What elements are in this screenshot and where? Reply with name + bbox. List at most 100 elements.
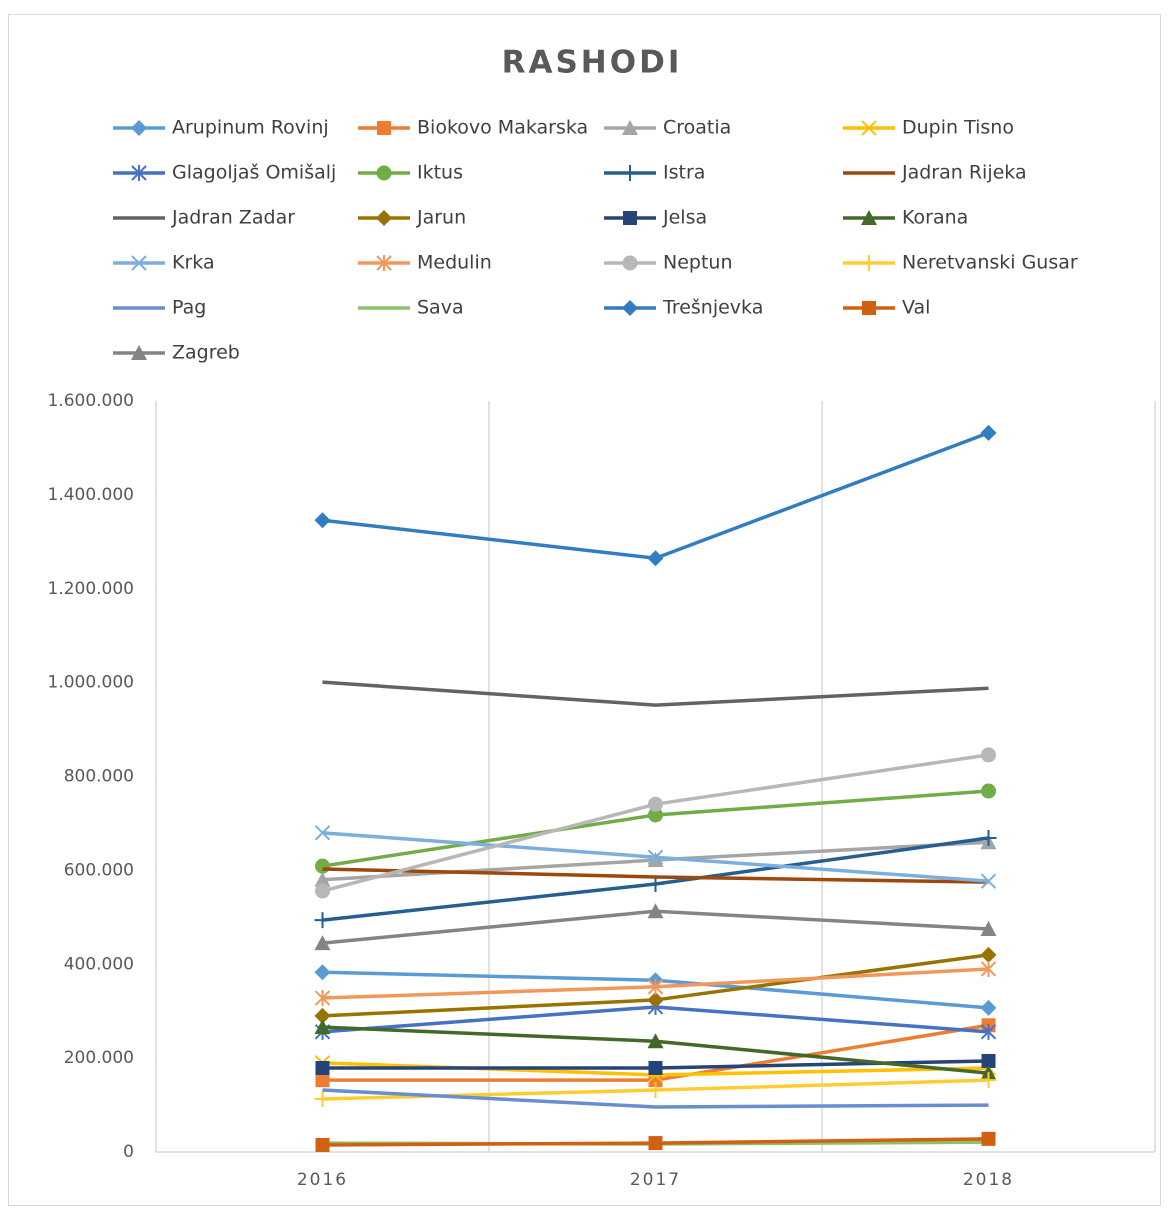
data-point (647, 1082, 664, 1099)
data-point (314, 912, 331, 929)
series (314, 1019, 997, 1081)
series (315, 1131, 996, 1152)
series (314, 829, 997, 929)
legend-label: Neptun (663, 252, 733, 274)
y-tick-label: 600.000 (64, 860, 134, 880)
legend-entry: Glagoljaš Omišalj (113, 162, 336, 184)
data-point (648, 807, 663, 823)
legend-marker (861, 255, 877, 271)
data-point (647, 903, 664, 919)
x-tick-label: 2018 (963, 1170, 1014, 1190)
series-line (322, 867, 989, 884)
legend-label: Val (902, 297, 930, 319)
legend-marker (861, 210, 877, 225)
legend-label: Glagoljaš Omišalj (172, 162, 336, 184)
data-point (647, 991, 664, 1008)
y-tick-label: 800.000 (64, 767, 134, 787)
legend-label: Jadran Rijeka (901, 162, 1027, 184)
data-point (314, 935, 331, 951)
series-line (322, 1088, 989, 1109)
y-tick-label: 1.600.000 (47, 391, 134, 411)
data-point (980, 960, 997, 977)
data-point (647, 550, 664, 567)
legend-marker (622, 120, 638, 135)
legend-marker (376, 165, 392, 181)
legend-label: Istra (663, 162, 705, 184)
data-point (981, 1053, 996, 1068)
data-point (314, 1090, 331, 1107)
legend-marker (131, 255, 147, 271)
legend-label: Jelsa (662, 207, 707, 229)
data-point (981, 1131, 996, 1146)
legend-label: Jarun (416, 207, 466, 229)
data-point (647, 852, 664, 868)
legend-marker (377, 121, 391, 135)
data-point (981, 747, 996, 763)
legend-entry: Iktus (358, 162, 463, 184)
legend-label: Neretvanski Gusar (902, 252, 1078, 274)
x-tick-label: 2017 (630, 1170, 681, 1190)
legend-entry: Krka (113, 252, 215, 274)
series (314, 946, 997, 1024)
legend-entry: Jadran Rijeka (843, 162, 1027, 184)
series (314, 960, 997, 1007)
y-tick-label: 400.000 (64, 954, 134, 974)
data-point (314, 1019, 331, 1035)
legend-marker (862, 301, 876, 315)
data-point (980, 946, 997, 963)
legend-entry: Trešnjevka (604, 297, 763, 319)
data-point (315, 883, 330, 899)
series (314, 903, 997, 951)
data-point (314, 512, 331, 529)
data-point (648, 1060, 663, 1075)
legend-marker (861, 120, 877, 136)
legend-entry: Biokovo Makarska (358, 117, 588, 139)
data-point (980, 829, 997, 846)
legend-label: Croatia (663, 117, 731, 139)
data-point (647, 849, 664, 865)
data-point (314, 964, 331, 981)
series (314, 825, 997, 889)
data-point (315, 1073, 330, 1088)
y-tick-label: 1.400.000 (47, 485, 134, 505)
data-point (314, 825, 331, 841)
legend-label: Biokovo Makarska (417, 117, 588, 139)
legend-entry: Neretvanski Gusar (843, 252, 1078, 274)
legend-entry: Zagreb (113, 342, 240, 364)
data-point (315, 858, 330, 874)
y-tick-label: 1.200.000 (47, 579, 134, 599)
data-point (314, 871, 331, 887)
legend-entry: Jelsa (604, 207, 707, 229)
data-point (648, 1136, 663, 1151)
data-point (981, 783, 996, 799)
legend-label: Pag (172, 297, 206, 319)
legend-label: Sava (417, 297, 464, 319)
data-point (980, 999, 997, 1016)
legend-marker (131, 120, 147, 136)
legend-marker (131, 345, 147, 360)
series-line (322, 680, 989, 707)
legend-marker (623, 211, 637, 225)
legend-marker (622, 300, 638, 316)
y-tick-label: 200.000 (64, 1048, 134, 1068)
data-point (980, 921, 997, 937)
legend-entry: Arupinum Rovinj (113, 117, 329, 139)
data-point (647, 978, 664, 995)
data-point (648, 796, 663, 812)
legend-entry: Dupin Tisno (843, 117, 1014, 139)
series (322, 867, 989, 884)
data-point (980, 424, 997, 441)
legend-label: Trešnjevka (662, 297, 763, 319)
legend-label: Jadran Zadar (171, 207, 295, 229)
data-point (980, 1072, 997, 1089)
legend-marker (622, 255, 638, 271)
data-point (314, 990, 331, 1007)
legend-entry: Neptun (604, 252, 733, 274)
legend-marker (622, 165, 638, 181)
legend-entry: Croatia (604, 117, 731, 139)
legend-entry: Val (843, 297, 930, 319)
series (314, 424, 997, 567)
legend-entry: Jadran Zadar (113, 207, 295, 229)
legend-entry: Pag (113, 297, 206, 319)
